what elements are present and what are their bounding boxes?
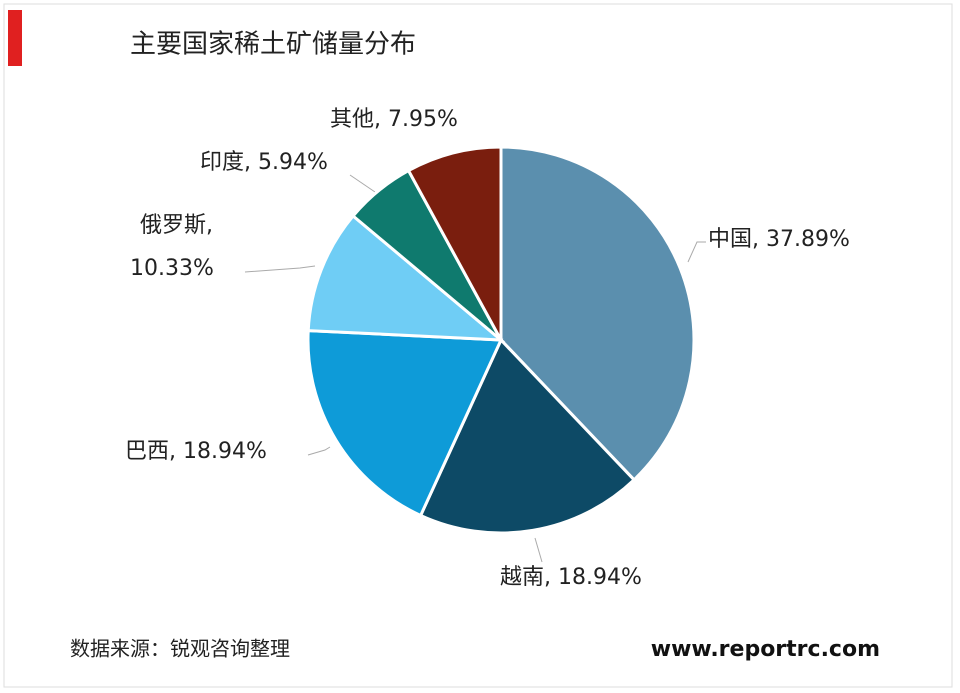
website: www.reportrc.com — [651, 637, 880, 662]
pie-slice — [499, 145, 696, 482]
pie-slice — [306, 329, 504, 518]
data-label: 其他, 7.95% — [330, 107, 458, 132]
leader-lines — [244, 174, 706, 563]
data-label: 俄罗斯, 10.33% — [130, 213, 214, 281]
pie-slice — [406, 145, 503, 341]
data-label: 中国, 37.89% — [708, 227, 850, 252]
pie-slice — [306, 213, 506, 342]
title-accent — [8, 10, 22, 66]
source-note: 数据来源：锐观咨询整理 — [70, 637, 290, 661]
data-label: 巴西, 18.94% — [125, 439, 267, 464]
data-label: 越南, 18.94% — [500, 565, 642, 590]
pie-slice — [418, 337, 637, 535]
chart-title: 主要国家稀土矿储量分布 — [130, 30, 416, 60]
pie — [306, 145, 696, 535]
data-label: 印度, 5.94% — [200, 150, 328, 175]
